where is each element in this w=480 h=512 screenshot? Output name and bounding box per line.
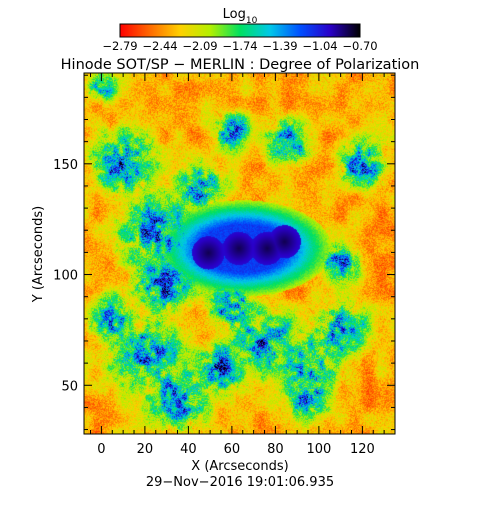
timestamp-footer: 29−Nov−2016 19:01:06.935 — [146, 475, 334, 490]
colorbar-tick-label: −2.09 — [182, 39, 217, 53]
y-axis-label: Y (Arcseconds) — [31, 206, 46, 303]
x-axis-label: X (Arcseconds) — [191, 459, 288, 474]
colorbar-tick-label: −1.39 — [262, 39, 297, 53]
colorbar-tick-label: −0.70 — [342, 39, 377, 53]
x-tick-label: 0 — [97, 442, 105, 457]
heatmap-area — [84, 73, 395, 434]
x-tick-label: 120 — [350, 442, 375, 457]
axes: 0 20 40 60 80 100 120 50 100 150 — [53, 73, 396, 457]
x-tick-label: 40 — [180, 442, 197, 457]
x-tick-label: 80 — [267, 442, 284, 457]
y-tick-label: 50 — [61, 379, 78, 394]
colorbar — [119, 23, 361, 38]
x-tick-label: 20 — [137, 442, 154, 457]
colorbar-tick-label: −1.74 — [222, 39, 257, 53]
chart-title: Hinode SOT/SP − MERLIN : Degree of Polar… — [61, 57, 420, 73]
colorbar-tick-label: −2.44 — [142, 39, 177, 53]
x-tick-label: 60 — [224, 442, 241, 457]
colorbar-ticks: −2.79 −2.44 −2.09 −1.74 −1.39 −1.04 −0.70 — [102, 39, 377, 53]
y-tick-label: 100 — [53, 269, 78, 284]
y-tick-label: 150 — [53, 158, 78, 173]
colorbar-tick-label: −2.79 — [102, 39, 137, 53]
x-tick-label: 100 — [306, 442, 331, 457]
colorbar-label: Log10 — [223, 7, 258, 26]
plot-frame — [83, 72, 396, 435]
colorbar-tick-label: −1.04 — [302, 39, 337, 53]
